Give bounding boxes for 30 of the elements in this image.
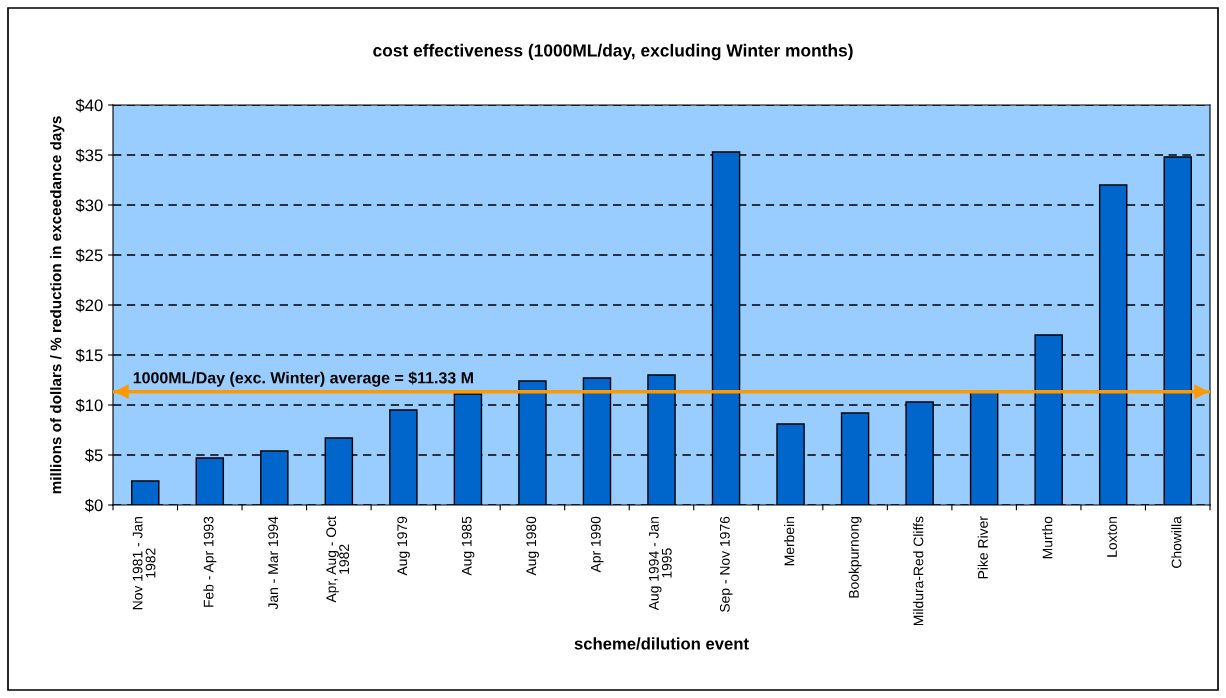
y-tick-label: $10 xyxy=(75,398,103,413)
x-tick-label: Mildura-Red Cliffs xyxy=(913,516,924,626)
ref-line-label: 1000ML/Day (exc. Winter) average = $11.33 M xyxy=(133,371,473,387)
y-tick-label: $20 xyxy=(75,298,103,313)
x-tick-label: Loxton xyxy=(1107,517,1117,557)
x-tick-label: Aug 1980 xyxy=(526,516,539,576)
y-axis-title: millions of dollars / % reduction in exceedance days xyxy=(50,116,65,494)
x-tick-label: Aug 1994 - Jan 1995 xyxy=(648,517,672,611)
x-tick-label: Murtho xyxy=(1042,516,1053,559)
y-tick-label: $15 xyxy=(75,348,103,363)
x-tick-label: Chowilla xyxy=(1171,516,1182,568)
chart-title: cost effectiveness (1000ML/day, excluding Winter months) xyxy=(373,43,853,61)
x-tick-label: Aug 1979 xyxy=(397,516,410,576)
x-tick-label: Apr, Aug - Oct 1982 xyxy=(326,516,350,603)
x-tick-label: Pike River xyxy=(977,516,988,579)
x-tick-label: Aug 1985 xyxy=(461,516,475,576)
y-tick-label: $35 xyxy=(75,148,103,163)
y-tick-label: $30 xyxy=(75,198,103,213)
x-tick-label: Jan - Mar 1994 xyxy=(268,516,279,610)
y-tick-label: $5 xyxy=(84,448,103,463)
x-tick-label: Apr 1990 xyxy=(590,516,604,573)
y-tick-label: $0 xyxy=(84,498,103,513)
x-tick-label: Sep - Nov 1976 xyxy=(719,516,733,612)
y-tick-label: $40 xyxy=(75,98,103,113)
x-tick-label: Nov 1981 - Jan 1982 xyxy=(132,517,156,610)
x-tick-label: Bookpurnong xyxy=(848,517,862,598)
y-tick-label: $25 xyxy=(75,248,103,263)
x-tick-label: Merbein xyxy=(784,517,795,566)
x-axis-title: scheme/dilution event xyxy=(574,637,749,650)
x-tick-label: Feb - Apr 1993 xyxy=(203,516,217,607)
